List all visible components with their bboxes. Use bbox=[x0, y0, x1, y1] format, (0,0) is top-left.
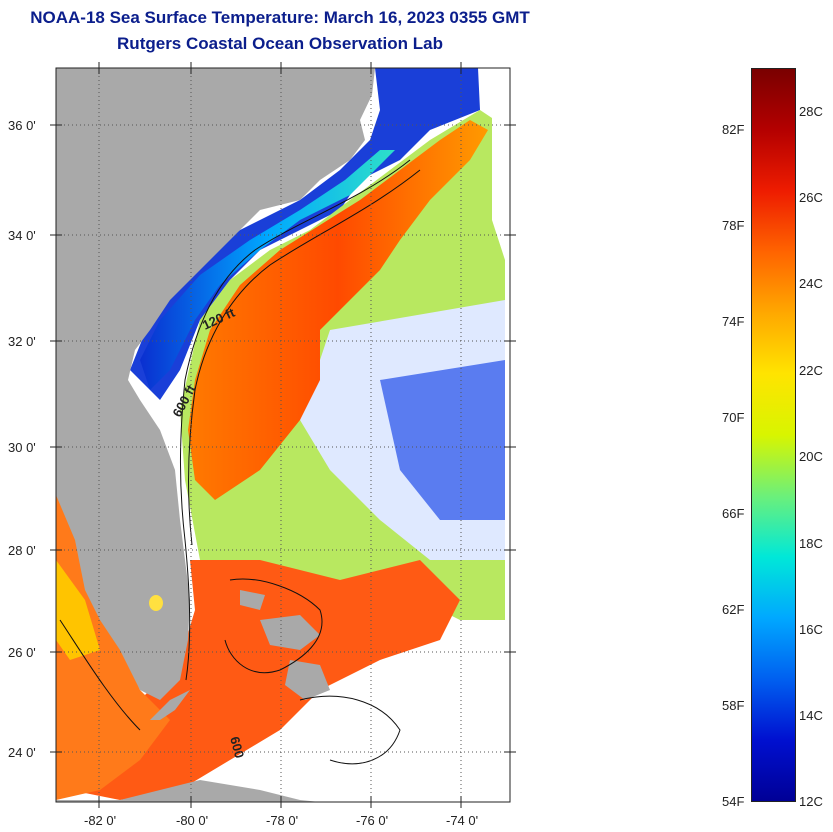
lon-tick-label: -82 0' bbox=[84, 813, 116, 828]
colorbar-c-label: 16C bbox=[799, 622, 823, 637]
colorbar-f-label: 82F bbox=[722, 122, 745, 137]
contour-label-600: 600 bbox=[227, 735, 247, 760]
lat-tick-label: 36 0' bbox=[8, 118, 36, 133]
temperature-colorbar bbox=[751, 68, 796, 802]
lat-tick-label: 28 0' bbox=[8, 543, 36, 558]
map-title: NOAA-18 Sea Surface Temperature: March 1… bbox=[30, 8, 530, 27]
map-subtitle: Rutgers Coastal Ocean Observation Lab bbox=[117, 34, 443, 53]
lon-tick-label: -74 0' bbox=[446, 813, 478, 828]
lon-tick-label: -80 0' bbox=[176, 813, 208, 828]
colorbar-c-label: 26C bbox=[799, 190, 823, 205]
sst-field bbox=[56, 68, 505, 800]
lat-tick-label: 26 0' bbox=[8, 645, 36, 660]
colorbar-f-label: 54F bbox=[722, 794, 745, 809]
colorbar-c-label: 12C bbox=[799, 794, 823, 809]
map-frame bbox=[55, 67, 511, 803]
colorbar-f-label: 70F bbox=[722, 410, 745, 425]
lat-tick-label: 30 0' bbox=[8, 440, 36, 455]
colorbar-f-label: 58F bbox=[722, 698, 745, 713]
colorbar-f-label: 66F bbox=[722, 506, 745, 521]
colorbar-c-label: 20C bbox=[799, 449, 823, 464]
lat-tick-label: 34 0' bbox=[8, 228, 36, 243]
colorbar-f-label: 78F bbox=[722, 218, 745, 233]
colorbar-c-label: 18C bbox=[799, 536, 823, 551]
colorbar-c-label: 14C bbox=[799, 708, 823, 723]
colorbar-c-label: 28C bbox=[799, 104, 823, 119]
colorbar-f-label: 62F bbox=[722, 602, 745, 617]
lon-tick-label: -76 0' bbox=[356, 813, 388, 828]
colorbar-c-label: 24C bbox=[799, 276, 823, 291]
lon-tick-label: -78 0' bbox=[266, 813, 298, 828]
colorbar-f-label: 74F bbox=[722, 314, 745, 329]
lat-tick-label: 24 0' bbox=[8, 745, 36, 760]
colorbar-c-label: 22C bbox=[799, 363, 823, 378]
land bbox=[56, 68, 375, 802]
lat-tick-label: 32 0' bbox=[8, 334, 36, 349]
frame-ticks bbox=[50, 62, 516, 808]
isobath-contours bbox=[59, 159, 421, 765]
